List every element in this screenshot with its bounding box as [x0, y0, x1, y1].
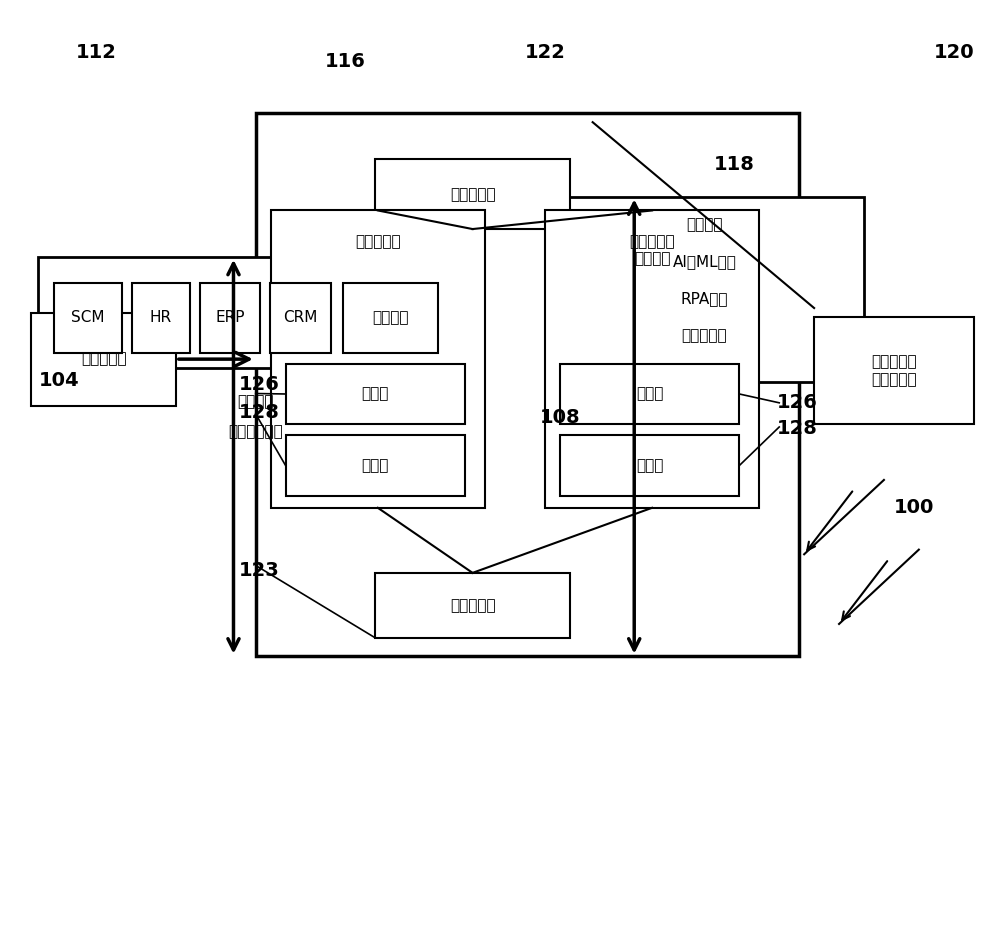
Text: IOT实现: IOT实现 — [682, 365, 726, 380]
Text: 112: 112 — [76, 43, 117, 62]
Bar — [271, 211, 485, 508]
Text: 116: 116 — [325, 52, 366, 71]
Text: ERP: ERP — [215, 310, 245, 325]
Text: 128: 128 — [777, 419, 818, 438]
Bar — [560, 435, 739, 496]
Text: 126: 126 — [239, 375, 280, 393]
Bar — [286, 363, 465, 424]
Text: 120: 120 — [933, 43, 974, 62]
Bar — [270, 283, 331, 352]
Text: 分析平台: 分析平台 — [686, 217, 723, 232]
Text: 128: 128 — [239, 403, 280, 421]
Bar — [256, 113, 799, 656]
Text: HR: HR — [150, 310, 172, 325]
Text: 118: 118 — [714, 155, 755, 173]
Bar — [132, 283, 190, 352]
Bar — [375, 573, 570, 637]
Text: 其他系统: 其他系统 — [373, 310, 409, 325]
Text: 104: 104 — [39, 371, 80, 390]
Bar — [545, 197, 864, 382]
Text: 108: 108 — [540, 408, 580, 427]
Text: 模型存储器: 模型存储器 — [450, 598, 495, 613]
Text: （记录系统）: （记录系统） — [228, 424, 283, 439]
Text: 移动客户端
桌面客户端: 移动客户端 桌面客户端 — [871, 354, 917, 387]
Bar — [31, 312, 176, 405]
Text: 辅助系统: 辅助系统 — [686, 408, 723, 423]
Bar — [343, 283, 438, 352]
Bar — [286, 435, 465, 496]
Text: 126: 126 — [777, 393, 818, 412]
Bar — [54, 283, 122, 352]
Bar — [375, 159, 570, 229]
Text: AI和ML平台: AI和ML平台 — [672, 254, 736, 269]
Bar — [560, 363, 739, 424]
Text: 123: 123 — [239, 560, 279, 580]
Text: 模型服务器: 模型服务器 — [355, 234, 401, 249]
Text: 存储体: 存储体 — [636, 458, 663, 473]
Text: 处理器: 处理器 — [362, 387, 389, 402]
Text: SCM: SCM — [71, 310, 105, 325]
Text: CRM: CRM — [283, 310, 318, 325]
Text: 模型构建器: 模型构建器 — [81, 351, 126, 366]
Text: 存储体: 存储体 — [362, 458, 389, 473]
Bar — [814, 317, 974, 424]
Bar — [545, 211, 759, 508]
Bar — [200, 283, 260, 352]
Text: 122: 122 — [524, 43, 565, 62]
Bar — [38, 257, 472, 368]
Text: 区块链平台: 区块链平台 — [682, 328, 727, 343]
Text: 处理器: 处理器 — [636, 387, 663, 402]
Text: RPA工具: RPA工具 — [681, 291, 728, 307]
Text: 客户端处理
机服务器: 客户端处理 机服务器 — [629, 234, 675, 267]
Text: 数据存储器: 数据存储器 — [450, 186, 495, 201]
Text: 100: 100 — [894, 499, 934, 517]
Text: 事务系统: 事务系统 — [237, 394, 273, 409]
